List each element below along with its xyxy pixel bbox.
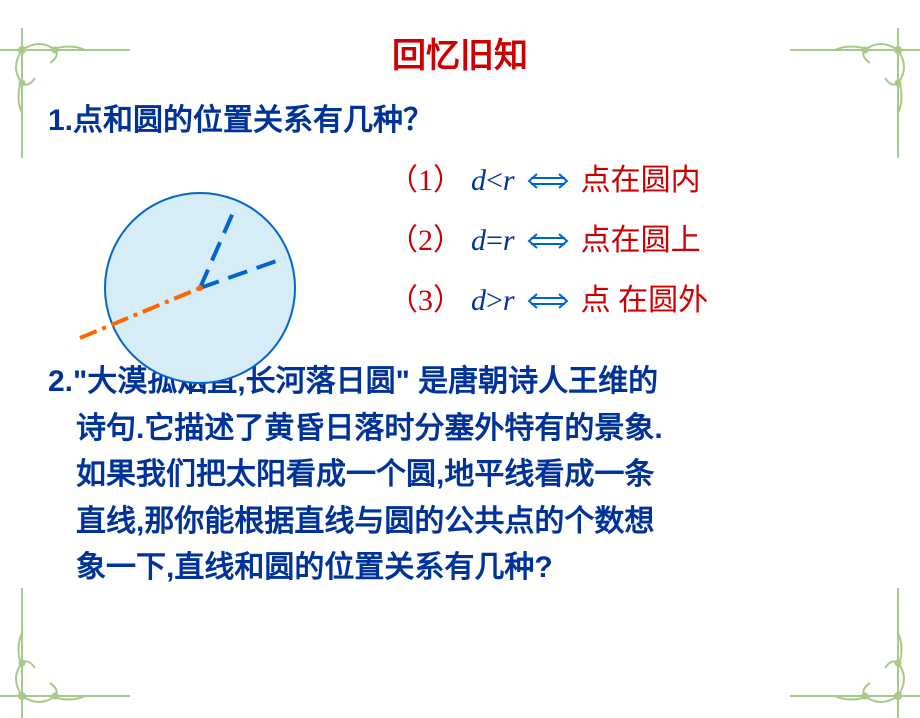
rule-3-result: 点 在圆外 (581, 271, 709, 331)
corner-bottom-left (0, 588, 130, 718)
page-title: 回忆旧知 (0, 28, 920, 77)
rule-2-d: d (471, 224, 486, 257)
q2-line4: 直线,那你能根据直线与圆的公共点的个数想 (76, 499, 872, 546)
iff-arrow-icon (523, 171, 573, 191)
rule-3-op: > (486, 284, 503, 317)
q2-line1b: 是唐朝诗人王维的 (410, 365, 658, 398)
iff-arrow-icon (523, 231, 573, 251)
rule-1-r: r (503, 164, 515, 197)
rule-3-idx: （3） (388, 271, 463, 331)
question-1: 1.点和圆的位置关系有几种？ (48, 95, 872, 139)
q2-line5: 象一下,直线和圆的位置关系有几种? (76, 545, 872, 592)
rule-3: （3） d>r 点 在圆外 (388, 271, 872, 331)
rule-2-r: r (503, 224, 515, 257)
q1-text: 点和圆的位置关系有几种？ (73, 104, 433, 137)
q2-line3: 如果我们把太阳看成一个圆,地平线看成一条 (76, 452, 872, 499)
rule-2-op: = (486, 224, 503, 257)
rule-1-result: 点在圆内 (581, 151, 701, 211)
rule-1-op: < (486, 164, 503, 197)
rule-3-d: d (471, 284, 486, 317)
iff-arrow-icon (523, 291, 573, 311)
circle-diagram (60, 178, 340, 398)
rule-1-idx: （1） (388, 151, 463, 211)
rule-2-idx: （2） (388, 211, 463, 271)
rule-1-d: d (471, 164, 486, 197)
rule-1: （1） d<r 点在圆内 (388, 151, 872, 211)
rule-3-r: r (503, 284, 515, 317)
q1-number: 1. (48, 104, 73, 137)
q2-line2: 诗句.它描述了黄昏日落时分塞外特有的景象. (76, 406, 872, 453)
rule-2-result: 点在圆上 (581, 211, 701, 271)
corner-bottom-right (790, 588, 920, 718)
rules-list: （1） d<r 点在圆内 （2） d=r 点在圆上 （3） d>r (388, 151, 872, 331)
rule-2: （2） d=r 点在圆上 (388, 211, 872, 271)
